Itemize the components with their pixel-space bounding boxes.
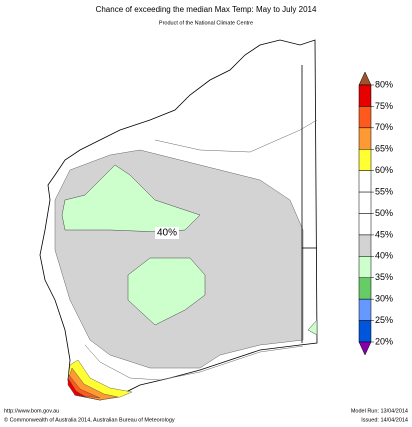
colorbar-band [358, 149, 372, 171]
contour-75 [67, 377, 87, 398]
colorbar-band [358, 298, 372, 321]
footer-copyright: © Commonwealth of Australia 2014, Austra… [4, 416, 175, 423]
colorbar-bottom [358, 341, 372, 356]
colorbar-label: 70% [375, 122, 393, 132]
colorbar-top [358, 71, 372, 86]
contour-40 [61, 164, 201, 233]
label-bg [155, 227, 179, 239]
colorbar-band [358, 320, 372, 343]
colorbar-band [358, 234, 372, 257]
colorbar-band [358, 213, 372, 236]
colorbar-label: 80% [375, 79, 393, 89]
colorbar-band [358, 106, 372, 129]
colorbar-label: 35% [375, 272, 393, 282]
footer-url: http://www.bom.gov.au [4, 408, 59, 414]
colorbar-label: 20% [375, 336, 393, 346]
colorbar: 80% 75% 70% 65% 60% 55% 50% 45% 40% 35% 30% 25% 20% [358, 71, 393, 356]
colorbar-label: 75% [375, 101, 393, 111]
colorbar-band [358, 84, 372, 107]
colorbar-band [358, 127, 372, 150]
title: Chance of exceeding the median Max Temp:… [96, 5, 317, 14]
contour-label: 40% [157, 228, 177, 239]
colorbar-label: 40% [375, 251, 393, 261]
model-run: Model Run: 13/04/2014 [351, 408, 408, 414]
colorbar-label: 60% [375, 165, 393, 175]
issued-date: Issued: 14/04/2014 [361, 417, 408, 423]
colorbar-band [358, 191, 372, 214]
colorbar-band [358, 277, 372, 300]
subtitle: Product of the National Climate Centre [159, 20, 253, 26]
contour-line [154, 119, 318, 153]
contour-40 [127, 257, 206, 326]
colorbar-label: 55% [375, 186, 393, 196]
colorbar-label: 30% [375, 294, 393, 304]
contour-line [84, 344, 304, 381]
colorbar-label: 65% [375, 144, 393, 154]
colorbar-band [358, 170, 372, 193]
colorbar-label: 25% [375, 315, 393, 325]
contour-40 [307, 319, 318, 336]
colorbar-label: 50% [375, 208, 393, 218]
colorbar-label: 45% [375, 229, 393, 239]
map: 40% [39, 39, 318, 401]
colorbar-band [358, 256, 372, 279]
